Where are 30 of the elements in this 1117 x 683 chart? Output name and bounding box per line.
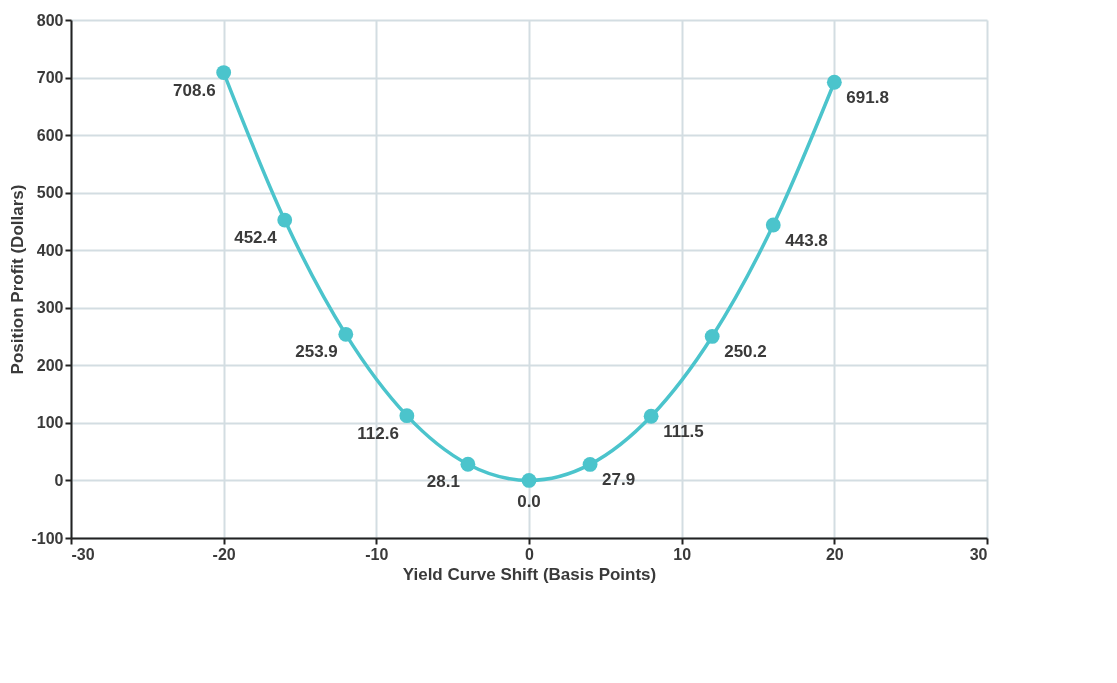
y-tick-label: 100 [36, 414, 64, 432]
data-label: 112.6 [357, 423, 399, 443]
y-tick-label: 200 [36, 356, 64, 374]
data-label: 452.4 [234, 228, 278, 248]
x-tick-label: -30 [71, 545, 95, 563]
data-label: 708.6 [173, 80, 216, 100]
data-label: 250.2 [724, 342, 767, 362]
data-label: 443.8 [785, 231, 828, 251]
y-tick-label: 400 [36, 241, 64, 259]
x-tick-label: 0 [525, 545, 535, 563]
data-label: 0.0 [517, 492, 541, 512]
x-tick-label: -10 [365, 545, 389, 563]
y-tick-label: 700 [36, 69, 64, 87]
data-label: 28.1 [426, 472, 460, 492]
data-label: 111.5 [663, 422, 704, 442]
y-tick-label: 0 [54, 471, 64, 489]
data-label: 253.9 [295, 342, 338, 362]
y-tick-label: -100 [31, 529, 64, 547]
y-tick-label: 600 [36, 126, 64, 144]
y-tick-label: 800 [36, 11, 64, 29]
data-label: 691.8 [846, 88, 889, 108]
y-axis-title: Position Profit (Dollars) [8, 184, 28, 375]
x-axis-title: Yield Curve Shift (Basis Points) [402, 564, 657, 584]
data-label: 27.9 [602, 470, 636, 490]
y-tick-label: 300 [36, 299, 64, 317]
x-tick-label: 30 [969, 545, 988, 563]
x-tick-label: 10 [673, 545, 692, 563]
y-tick-label: 500 [36, 184, 64, 202]
x-tick-label: 20 [825, 545, 844, 563]
x-tick-label: -20 [212, 545, 236, 563]
